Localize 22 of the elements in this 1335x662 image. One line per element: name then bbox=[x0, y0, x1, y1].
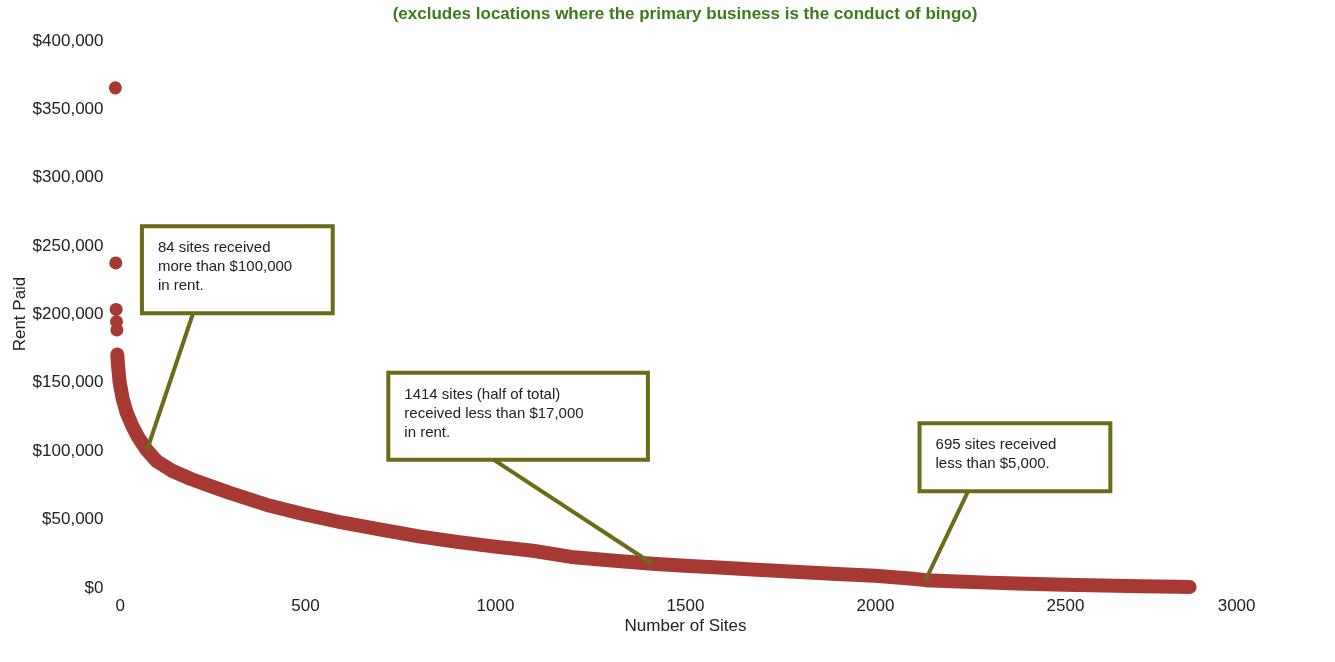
y-tick-label: $150,000 bbox=[32, 372, 104, 392]
x-axis-title: Number of Sites bbox=[624, 615, 747, 635]
x-tick-label: 500 bbox=[291, 595, 320, 615]
y-axis-title: Rent Paid bbox=[9, 276, 29, 352]
chart-title: (excludes locations where the primary business is the conduct of bingo) bbox=[392, 4, 978, 23]
x-tick-label: 2000 bbox=[856, 595, 895, 615]
y-tick-label: $350,000 bbox=[32, 98, 104, 118]
annotation: 1414 sites (half of total) received less than $17,000 in rent. bbox=[404, 384, 584, 440]
y-tick-label: $300,000 bbox=[32, 167, 104, 187]
x-tick-label: 3000 bbox=[1217, 595, 1256, 615]
y-tick-label: $200,000 bbox=[32, 304, 104, 323]
y-tick-label: $100,000 bbox=[32, 440, 104, 460]
x-tick-label: 2500 bbox=[1046, 595, 1085, 615]
y-tick-label: $250,000 bbox=[32, 235, 104, 255]
annotation: 84 sites received more than $100,000 in rent. bbox=[157, 238, 293, 294]
y-tick-label: $50,000 bbox=[42, 509, 104, 529]
y-tick-label: $400,000 bbox=[32, 30, 104, 50]
x-tick-label: 1500 bbox=[666, 595, 705, 615]
x-tick-label: 1000 bbox=[476, 595, 515, 615]
y-tick-label: $0 bbox=[84, 577, 104, 597]
annotation: 695 sites received less than $5,000. bbox=[935, 435, 1057, 472]
x-tick-label: 0 bbox=[115, 595, 125, 615]
